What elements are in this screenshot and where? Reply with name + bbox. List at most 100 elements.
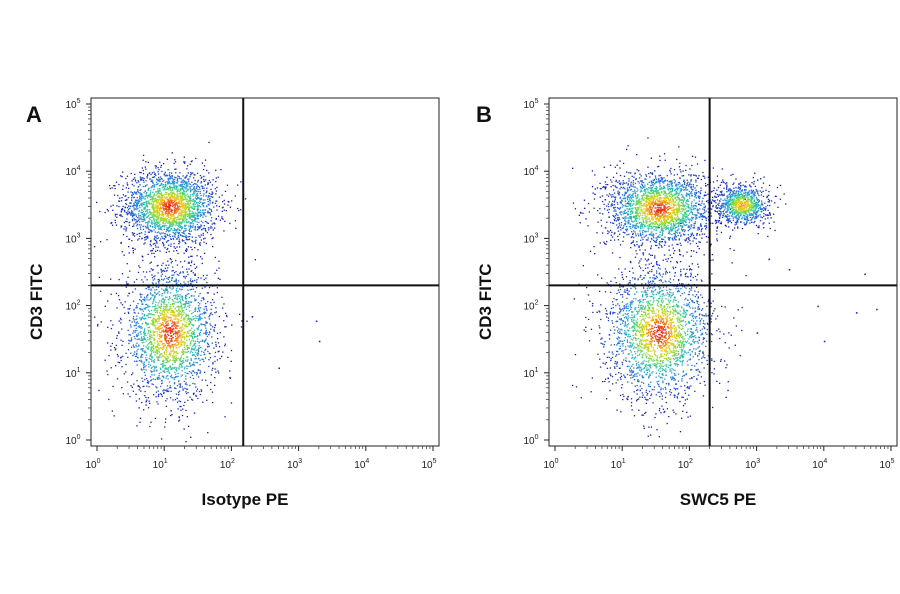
event-dot (185, 235, 187, 237)
event-dot (140, 348, 142, 350)
event-dot (185, 182, 187, 185)
event-dot (155, 220, 158, 222)
event-dot (192, 338, 194, 340)
event-dot (154, 354, 156, 356)
event-dot (184, 191, 186, 193)
event-dot (163, 303, 165, 305)
event-dot (184, 225, 186, 228)
event-dot (174, 228, 176, 230)
event-dot (169, 280, 171, 282)
event-dot (178, 219, 180, 221)
event-dot (158, 374, 160, 377)
event-dot (203, 180, 206, 182)
event-dot (172, 324, 174, 326)
event-dot (183, 332, 186, 334)
event-dot (145, 369, 147, 371)
event-dot (195, 190, 198, 193)
event-dot (205, 215, 207, 217)
event-dot (173, 318, 175, 320)
event-dot (175, 203, 177, 206)
event-dot (151, 269, 154, 271)
event-dot (153, 220, 155, 222)
event-dot (153, 203, 155, 205)
event-dot (183, 343, 185, 345)
event-dot (200, 185, 203, 187)
event-dot (198, 350, 200, 353)
event-dot (198, 347, 200, 349)
event-dot (137, 334, 140, 336)
event-dot (179, 363, 181, 365)
event-dot (177, 280, 180, 282)
event-dot (215, 345, 217, 347)
event-dot (208, 316, 210, 318)
event-dot (189, 289, 191, 291)
event-dot (175, 196, 178, 198)
event-dot (623, 197, 625, 200)
event-dot (172, 359, 175, 361)
event-dot (184, 205, 186, 207)
event-dot (141, 167, 143, 169)
event-dot (190, 224, 192, 227)
event-dot (135, 318, 137, 321)
event-dot (176, 198, 178, 200)
event-dot (115, 292, 118, 295)
event-dot (146, 295, 148, 297)
event-dot (176, 327, 178, 330)
event-dot (202, 216, 204, 218)
event-dot (208, 331, 211, 333)
event-dot (167, 298, 170, 300)
event-dot (178, 184, 180, 186)
event-dot (190, 436, 192, 438)
event-dot (184, 342, 187, 344)
event-dot (178, 309, 180, 311)
event-dot (167, 194, 170, 196)
event-dot (178, 420, 180, 422)
event-dot (152, 351, 155, 353)
event-dot (170, 216, 172, 219)
event-dot (172, 343, 174, 345)
event-dot (131, 216, 134, 218)
event-dot (177, 295, 179, 297)
event-dot (148, 209, 150, 211)
event-dot (143, 341, 145, 343)
event-dot (136, 318, 138, 320)
event-dot (151, 206, 153, 209)
event-dot (130, 214, 132, 216)
event-dot (240, 181, 242, 183)
event-dot (181, 181, 183, 183)
event-dot (135, 180, 137, 182)
event-dot (196, 315, 198, 318)
event-dot (688, 190, 691, 193)
event-dot (174, 232, 176, 234)
event-dot (157, 217, 159, 219)
event-dot (151, 371, 153, 373)
event-dot (146, 385, 148, 387)
event-dot (154, 417, 157, 420)
event-dot (135, 204, 137, 206)
event-dot (153, 345, 155, 347)
event-dot (172, 328, 174, 330)
event-dot (639, 249, 641, 251)
event-dot (139, 184, 141, 186)
event-dot (185, 308, 187, 310)
event-dot (207, 301, 209, 303)
event-dot (203, 311, 206, 313)
event-dot (136, 206, 138, 208)
event-dot (157, 281, 160, 283)
event-dot (125, 187, 127, 189)
event-dot (191, 210, 193, 213)
event-dot (164, 315, 166, 318)
event-dot (135, 193, 137, 195)
event-dot (212, 237, 214, 239)
event-dot (153, 237, 156, 239)
event-dot (180, 337, 182, 339)
event-dot (681, 175, 683, 177)
event-dot (164, 213, 166, 215)
event-dot (134, 192, 136, 194)
event-dot (134, 331, 136, 333)
event-dot (156, 356, 158, 358)
event-dot (707, 193, 709, 195)
event-dot (209, 181, 212, 183)
event-dot (170, 374, 173, 376)
event-dot (168, 296, 171, 298)
